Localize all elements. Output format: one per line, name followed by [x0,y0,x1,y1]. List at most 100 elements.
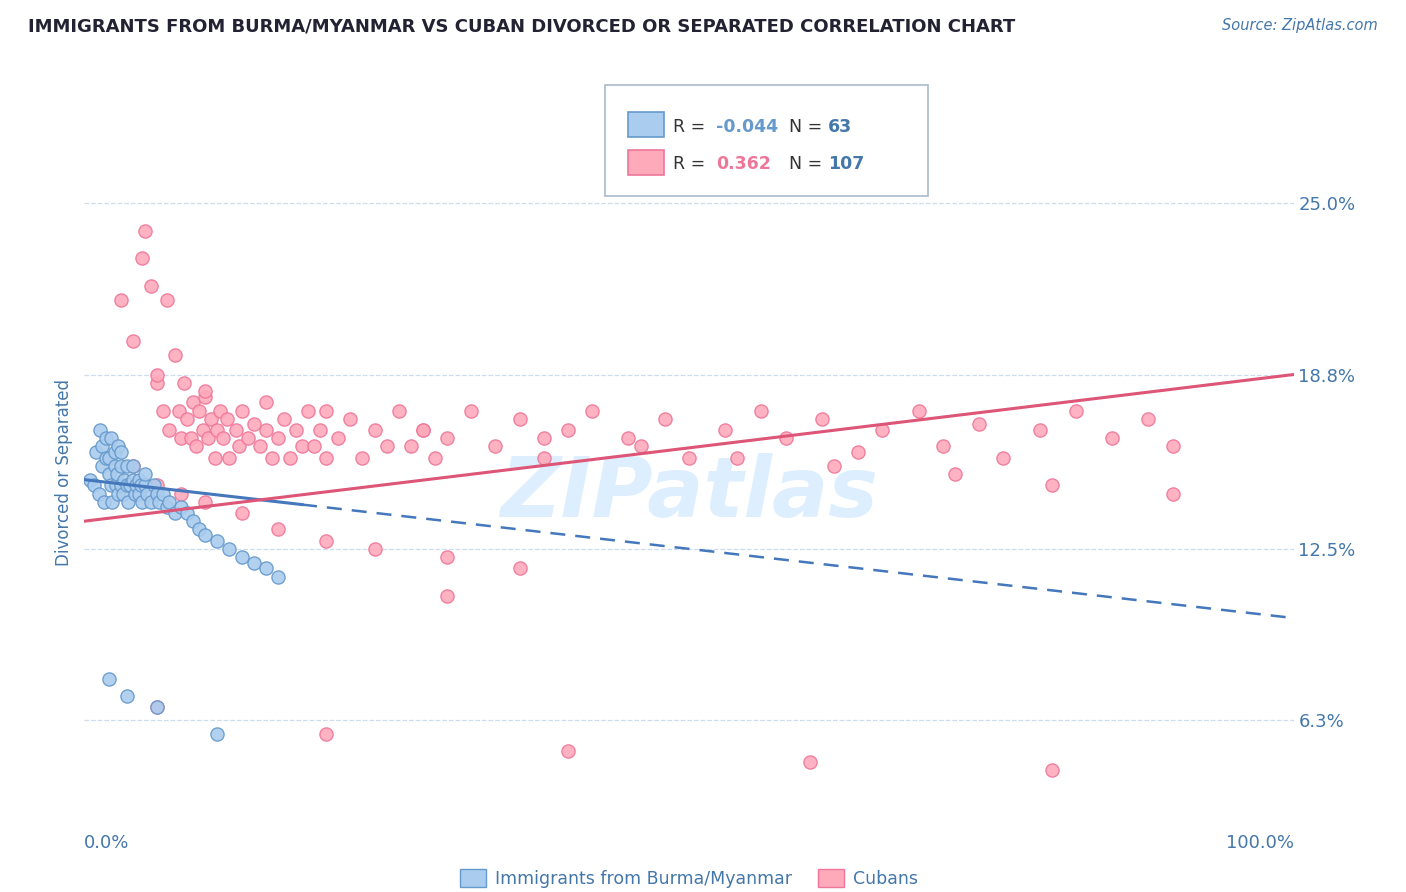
Point [412,423,434,437]
Point [267,523,290,537]
Point [152,403,174,417]
Point [328,431,350,445]
Text: R =: R = [673,155,711,173]
Point [134,224,156,238]
Point [225,423,247,437]
Point [228,440,250,454]
Point [1040,478,1063,492]
Point [104,445,127,459]
Point [811,412,834,426]
Point [630,440,652,454]
Point [557,423,579,437]
Point [993,450,1015,465]
Point [117,495,139,509]
Point [146,699,169,714]
Point [678,450,700,465]
Point [309,423,332,437]
Point [207,727,229,741]
Point [714,423,737,437]
Point [943,467,966,482]
Point [509,561,531,575]
Point [267,569,290,583]
Point [533,431,555,445]
Point [231,550,253,565]
Point [121,473,143,487]
Point [436,550,458,565]
Point [155,500,177,515]
Point [751,403,773,417]
Point [79,473,101,487]
Point [363,423,385,437]
Point [131,495,153,509]
Point [212,431,235,445]
Y-axis label: Divorced or Separated: Divorced or Separated [55,379,73,566]
Text: 100.0%: 100.0% [1226,834,1294,852]
Point [129,478,152,492]
Point [236,431,259,445]
Point [460,403,482,417]
Point [215,412,238,426]
Point [87,486,110,500]
Text: Source: ZipAtlas.com: Source: ZipAtlas.com [1222,18,1378,33]
Point [94,431,117,445]
Point [181,514,204,528]
Point [557,744,579,758]
Point [484,440,506,454]
Point [91,440,114,454]
Point [120,478,142,492]
Point [136,486,159,500]
Point [617,431,640,445]
Point [436,589,458,603]
Point [194,390,217,404]
Text: 63: 63 [828,118,852,136]
Point [110,458,132,473]
Point [254,423,277,437]
Point [967,417,990,432]
Point [254,395,277,409]
Point [194,384,217,398]
Point [194,495,217,509]
Point [121,334,143,349]
Point [242,417,264,432]
Point [1137,412,1160,426]
Point [197,431,219,445]
Point [260,450,283,465]
Point [775,431,797,445]
Point [375,440,398,454]
Point [533,450,555,465]
Point [101,495,124,509]
Point [823,458,845,473]
Point [302,440,325,454]
Point [121,458,143,473]
Point [115,689,138,703]
Point [146,368,169,382]
Point [155,293,177,307]
Point [231,506,253,520]
Text: ZIPatlas: ZIPatlas [501,452,877,533]
Point [176,412,198,426]
Point [170,486,193,500]
Point [200,412,222,426]
Point [1161,440,1184,454]
Point [157,423,180,437]
Point [139,495,162,509]
Point [157,495,180,509]
Text: N =: N = [789,118,828,136]
Point [180,431,202,445]
Point [297,403,319,417]
Point [654,412,676,426]
Text: N =: N = [789,155,828,173]
Point [846,445,869,459]
Point [115,478,138,492]
Point [363,541,385,556]
Text: 107: 107 [828,155,865,173]
Point [105,467,128,482]
Point [91,458,114,473]
Point [110,293,132,307]
Point [218,541,240,556]
Point [285,423,308,437]
Point [115,458,138,473]
Point [231,403,253,417]
Text: IMMIGRANTS FROM BURMA/MYANMAR VS CUBAN DIVORCED OR SEPARATED CORRELATION CHART: IMMIGRANTS FROM BURMA/MYANMAR VS CUBAN D… [28,18,1015,36]
Point [1101,431,1123,445]
